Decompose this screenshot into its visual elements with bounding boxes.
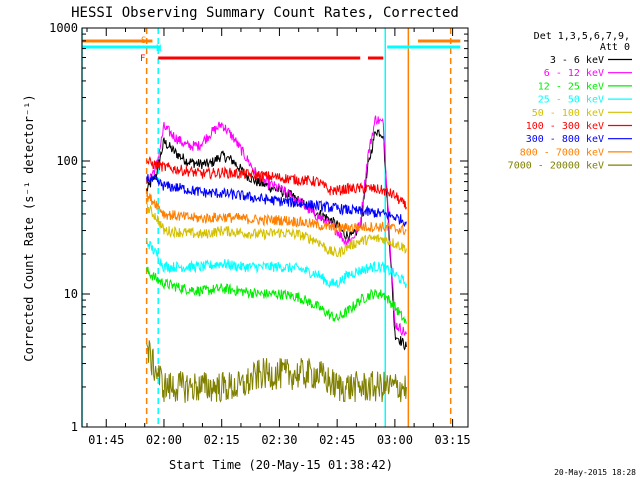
- legend-header-line: Det 1,3,5,6,7,9,: [534, 31, 630, 42]
- x-tick-label: 03:00: [377, 433, 413, 447]
- flag-label-f: F: [140, 54, 145, 64]
- y-tick-label: 1000: [49, 21, 78, 35]
- series-line-3: [146, 266, 407, 324]
- plot-frame: [81, 27, 469, 428]
- legend-label-3: 12 - 25 keV: [538, 81, 604, 92]
- legend-label-7: 300 - 800 keV: [526, 134, 604, 145]
- y-tick-label: 100: [56, 154, 78, 168]
- series-line-4: [146, 238, 407, 289]
- legend-label-2: 6 - 12 keV: [544, 68, 604, 79]
- legend-label-1: 3 - 6 keV: [550, 55, 604, 66]
- plot-axes-layer: 01:45 02:00 02:15 02:30 02:45 03:00 03:15 1 10 10…: [49, 21, 471, 447]
- series-line-6: [146, 155, 407, 210]
- y-tick-label: 10: [64, 287, 78, 301]
- legend-label-8: 800 - 7000 keV: [520, 147, 604, 158]
- x-tick-label: 02:30: [261, 433, 297, 447]
- chart-title: HESSI Observing Summary Count Rates, Cor…: [71, 5, 459, 21]
- legend-label-4: 25 - 50 keV: [538, 95, 604, 106]
- legend: Det 1,3,5,6,7,9,Att 0 3 - 6 keV 6 - 12 keV…: [508, 31, 632, 172]
- x-axis-label: Start Time (20-May-15 01:38:42): [169, 458, 393, 472]
- y-tick-label: 1: [71, 420, 78, 434]
- flag-label-n: N: [156, 44, 161, 54]
- x-tick-label: 02:15: [204, 433, 240, 447]
- flag-label-s: S: [141, 36, 146, 46]
- x-tick-label: 01:45: [88, 433, 124, 447]
- legend-header-line: Att 0: [600, 42, 630, 53]
- legend-label-9: 7000 - 20000 keV: [508, 161, 604, 172]
- legend-label-6: 100 - 300 keV: [526, 121, 604, 132]
- series-line-2: [146, 115, 407, 337]
- legend-label-5: 50 - 100 keV: [532, 108, 604, 119]
- y-axis-label: Corrected Count Rate (s⁻¹ detector⁻¹): [22, 94, 36, 361]
- plot-data-layer: SN F: [81, 28, 461, 427]
- series-line-5: [146, 202, 407, 258]
- x-tick-label: 03:15: [435, 433, 471, 447]
- series-line-9: [146, 340, 407, 403]
- series-line-7: [146, 174, 407, 228]
- footer-date: 20-May-2015 18:28: [554, 468, 636, 477]
- x-tick-label: 02:45: [319, 433, 355, 447]
- x-tick-label: 02:00: [146, 433, 182, 447]
- series-line-8: [146, 191, 407, 236]
